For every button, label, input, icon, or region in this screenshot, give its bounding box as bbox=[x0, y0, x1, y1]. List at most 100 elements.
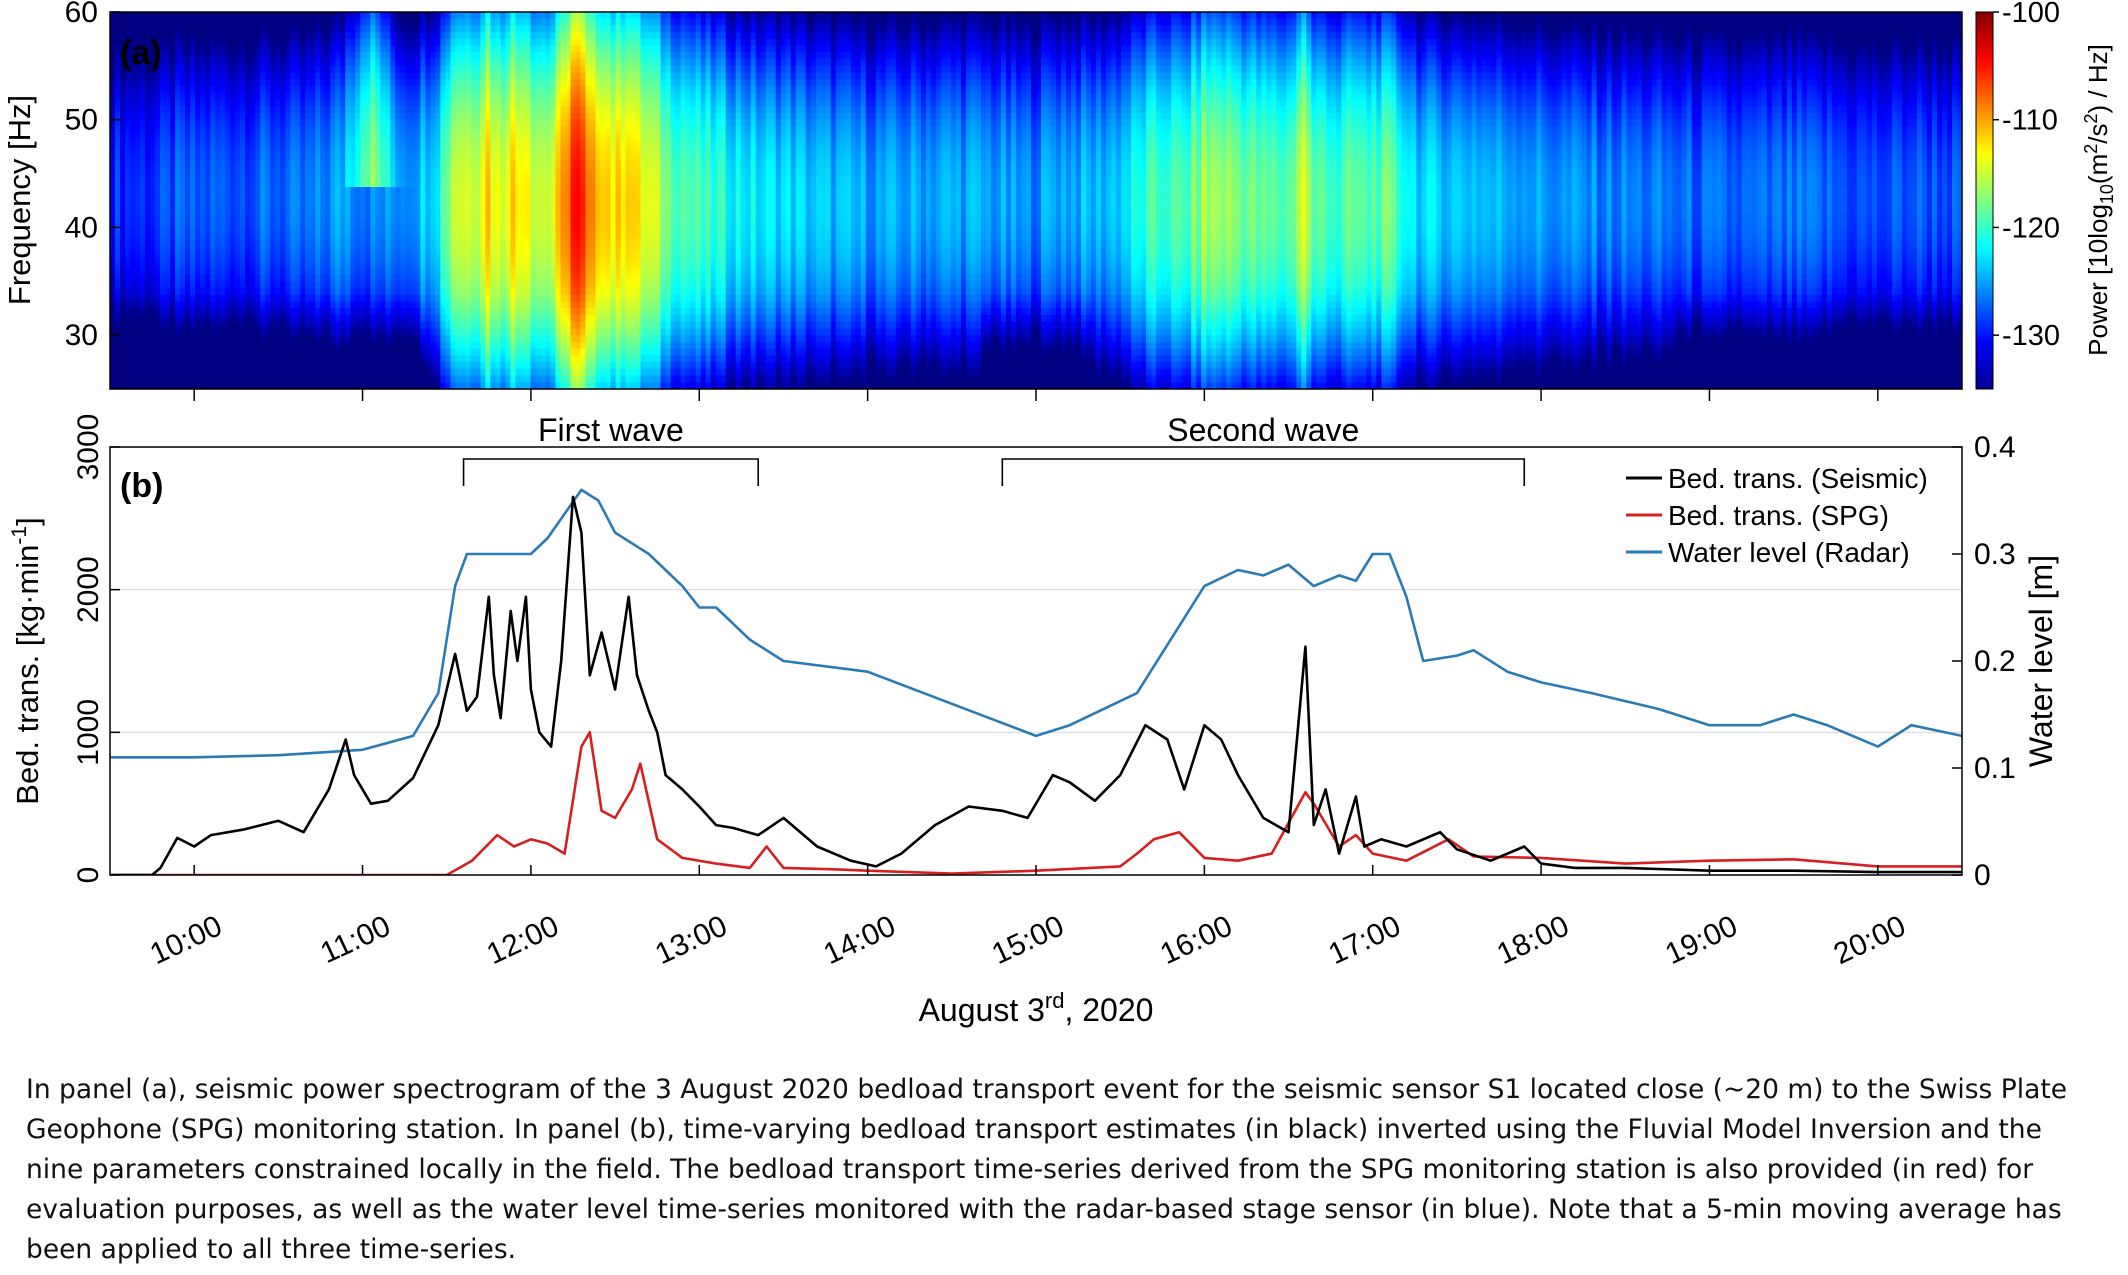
spectrogram-cell bbox=[270, 328, 276, 336]
spectrogram-cell bbox=[295, 187, 301, 195]
spectrogram-cell bbox=[505, 193, 512, 202]
spectrogram-cell bbox=[400, 187, 406, 195]
spectrogram-cell bbox=[225, 79, 231, 87]
spectrogram-cell bbox=[530, 193, 537, 202]
spectrogram-cell bbox=[495, 288, 502, 296]
spectrogram-cell bbox=[370, 308, 376, 316]
spectrogram-cell bbox=[430, 45, 436, 53]
spectrogram-cell bbox=[245, 247, 251, 255]
spectrogram-cell bbox=[255, 112, 261, 121]
spectrogram-cell bbox=[260, 92, 266, 101]
spectrogram-cell bbox=[440, 355, 446, 363]
spectrogram-cell bbox=[335, 25, 341, 33]
spectrogram-cell bbox=[405, 288, 411, 296]
spectrogram-cell bbox=[315, 368, 321, 377]
spectrogram-cell bbox=[215, 106, 221, 114]
spectrogram-cell bbox=[495, 281, 502, 289]
spectrogram-cell bbox=[410, 65, 416, 74]
spectrogram-cell bbox=[125, 126, 131, 134]
spectrogram-cell bbox=[550, 139, 557, 148]
spectrogram-cell bbox=[480, 45, 487, 53]
spectrogram-cell bbox=[270, 355, 276, 363]
spectrogram-cell bbox=[225, 375, 231, 383]
spectrogram-cell bbox=[290, 180, 296, 188]
spectrogram-cell bbox=[215, 301, 221, 309]
spectrogram-cell bbox=[545, 153, 552, 161]
spectrogram-cell bbox=[120, 146, 126, 154]
spectrogram-cell bbox=[370, 382, 376, 389]
spectrogram-cell bbox=[365, 227, 371, 235]
spectrogram-cell bbox=[520, 12, 527, 20]
spectrogram-cell bbox=[230, 25, 236, 33]
spectrogram-cell bbox=[530, 79, 537, 87]
spectrogram-cell bbox=[195, 375, 201, 383]
spectrogram-cell bbox=[335, 261, 341, 269]
spectrogram-cell bbox=[330, 193, 336, 202]
spectrogram-cell bbox=[185, 187, 191, 195]
spectrogram-cell bbox=[475, 166, 481, 175]
spectrogram-cell bbox=[350, 133, 356, 141]
spectrogram-cell bbox=[450, 59, 456, 67]
spectrogram-cell bbox=[500, 187, 507, 195]
spectrogram-cell bbox=[545, 341, 552, 350]
spectrogram-cell bbox=[505, 348, 512, 356]
spectrogram-cell bbox=[335, 146, 341, 154]
spectrogram-cell bbox=[160, 79, 166, 87]
spectrogram-cell bbox=[345, 193, 351, 202]
spectrogram-cell bbox=[330, 119, 336, 128]
spectrogram-cell bbox=[375, 187, 381, 195]
spectrogram-cell bbox=[240, 240, 246, 249]
spectrogram-cell bbox=[250, 254, 256, 262]
spectrogram-cell bbox=[540, 187, 547, 195]
spectrogram-cell bbox=[350, 301, 356, 309]
spectrogram-cell bbox=[415, 38, 421, 47]
spectrogram-cell bbox=[130, 213, 136, 222]
spectrogram-cell bbox=[295, 112, 301, 121]
spectrogram-cell bbox=[135, 234, 141, 242]
spectrogram-cell bbox=[525, 220, 532, 229]
spectrogram-cell bbox=[145, 220, 151, 229]
spectrogram-cell bbox=[260, 99, 266, 107]
spectrogram-cell bbox=[505, 72, 512, 80]
spectrogram-cell bbox=[155, 180, 161, 188]
spectrogram-cell bbox=[290, 240, 296, 249]
spectrogram-cell bbox=[525, 18, 532, 27]
spectrogram-cell bbox=[230, 355, 236, 363]
spectrogram-cell bbox=[400, 99, 406, 107]
spectrogram-cell bbox=[410, 213, 416, 222]
spectrogram-cell bbox=[210, 308, 216, 316]
spectrogram-cell bbox=[505, 187, 512, 195]
spectrogram-cell bbox=[395, 38, 401, 47]
spectrogram-cell bbox=[190, 234, 196, 242]
spectrogram-cell bbox=[335, 321, 341, 330]
spectrogram-cell bbox=[545, 173, 552, 181]
spectrogram-cell bbox=[525, 32, 532, 40]
spectrogram-cell bbox=[490, 166, 497, 175]
spectrogram-cell bbox=[455, 254, 461, 262]
spectrogram-cell bbox=[405, 281, 411, 289]
spectrogram-cell bbox=[435, 79, 441, 87]
spectrogram-cell bbox=[330, 288, 336, 296]
spectrogram-cell bbox=[380, 341, 386, 350]
spectrogram-cell bbox=[490, 153, 497, 161]
spectrogram-cell bbox=[265, 126, 271, 134]
spectrogram-cell bbox=[225, 328, 231, 336]
spectrogram-cell bbox=[335, 32, 341, 40]
spectrogram-cell bbox=[310, 200, 316, 208]
spectrogram-cell bbox=[390, 106, 396, 114]
spectrogram-cell bbox=[330, 65, 336, 74]
spectrogram-cell bbox=[425, 207, 431, 215]
spectrogram-cell bbox=[485, 72, 492, 80]
spectrogram-cell bbox=[415, 59, 421, 67]
spectrogram-cell bbox=[475, 227, 481, 235]
spectrogram-cell bbox=[545, 288, 552, 296]
spectrogram-cell bbox=[485, 240, 492, 249]
spectrogram-cell bbox=[330, 362, 336, 370]
spectrogram-cell bbox=[185, 126, 191, 134]
spectrogram-cell bbox=[395, 32, 401, 40]
spectrogram-cell bbox=[195, 341, 201, 350]
spectrogram-cell bbox=[365, 375, 371, 383]
spectrogram-cell bbox=[405, 193, 411, 202]
spectrogram-cell bbox=[110, 99, 116, 107]
spectrogram-cell bbox=[460, 65, 466, 74]
